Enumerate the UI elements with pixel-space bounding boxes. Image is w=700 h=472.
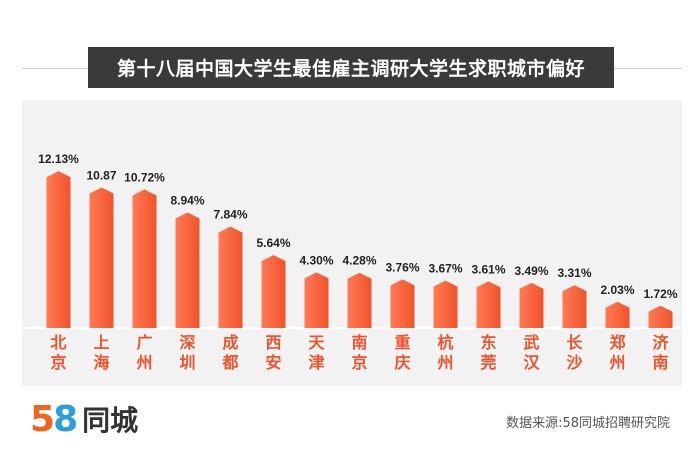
title-rule-left	[22, 68, 88, 69]
data-label: 3.61%	[471, 262, 505, 276]
data-label: 4.30%	[299, 253, 333, 267]
category-label: 郑	[609, 333, 625, 352]
bar-济南	[648, 305, 673, 328]
category-label: 津	[308, 353, 324, 372]
category-label: 庆	[393, 353, 410, 372]
bar-深圳	[175, 212, 200, 328]
category-label: 重	[394, 333, 410, 352]
bar-武汉	[519, 282, 544, 328]
category-label: 京	[50, 353, 66, 372]
bar-重庆	[390, 279, 415, 328]
data-label: 3.31%	[557, 266, 591, 280]
category-label: 南	[652, 353, 668, 372]
category-label: 都	[221, 353, 238, 372]
bar-成都	[218, 226, 243, 328]
bar-长沙	[562, 285, 587, 328]
category-label: 州	[135, 353, 152, 372]
chart-area: 12.13% 北京 10.87 上海 10.72% 广州 8.94% 深圳 7.84% 成都 5.6…	[22, 100, 682, 386]
logo-digit-5: 5	[30, 398, 56, 440]
category-label: 天	[308, 333, 325, 352]
category-label: 长	[566, 333, 583, 352]
chart-title: 第十八届中国大学生最佳雇主调研大学生求职城市偏好	[88, 47, 614, 88]
category-label: 汉	[523, 353, 540, 372]
data-label: 7.84%	[213, 208, 247, 222]
data-label: 4.28%	[342, 254, 376, 268]
category-label: 上	[93, 333, 109, 352]
data-label: 5.64%	[256, 236, 290, 250]
category-label: 沙	[566, 353, 582, 372]
brand-logo: 5 8 同城	[30, 398, 138, 440]
category-label: 济	[652, 333, 669, 352]
data-label: 10.87	[86, 169, 116, 183]
bar-东莞	[476, 281, 501, 328]
bar-上海	[89, 187, 114, 328]
data-label: 3.67%	[428, 262, 462, 276]
title-rule-right	[614, 68, 682, 69]
category-label: 广	[136, 333, 152, 352]
bar-杭州	[433, 280, 458, 328]
category-label: 州	[608, 353, 625, 372]
category-label: 深	[179, 333, 195, 352]
category-label: 安	[265, 353, 281, 372]
category-label: 武	[523, 333, 539, 352]
category-label: 南	[351, 333, 367, 352]
bar-chart: 12.13%北京10.87上海10.72%广州8.94%深圳7.84%成都5.6…	[22, 152, 682, 372]
bar-西安	[261, 255, 286, 328]
category-label: 东	[480, 333, 496, 352]
data-label: 3.49%	[514, 264, 548, 278]
data-label: 8.94%	[170, 193, 204, 207]
category-label: 成	[222, 333, 238, 352]
logo-text: 同城	[82, 404, 139, 437]
bar-郑州	[605, 301, 630, 328]
bar-天津	[304, 272, 329, 328]
data-label: 10.72%	[124, 170, 165, 184]
data-label: 1.72%	[643, 287, 677, 301]
category-label: 杭	[437, 333, 453, 352]
logo-digit-8: 8	[53, 398, 79, 440]
category-label: 西	[265, 333, 281, 352]
category-label: 州	[436, 353, 453, 372]
data-source-note: 数据来源:58同城招聘研究院	[506, 416, 670, 431]
category-label: 圳	[179, 353, 195, 372]
data-label: 12.13%	[38, 152, 79, 166]
category-label: 京	[351, 353, 367, 372]
data-label: 2.03%	[600, 283, 634, 297]
category-label: 莞	[480, 353, 496, 372]
data-label: 3.76%	[385, 260, 419, 274]
bar-广州	[132, 189, 157, 328]
bar-南京	[347, 272, 372, 328]
category-label: 北	[50, 333, 66, 352]
bar-北京	[46, 171, 71, 328]
category-label: 海	[93, 353, 109, 372]
